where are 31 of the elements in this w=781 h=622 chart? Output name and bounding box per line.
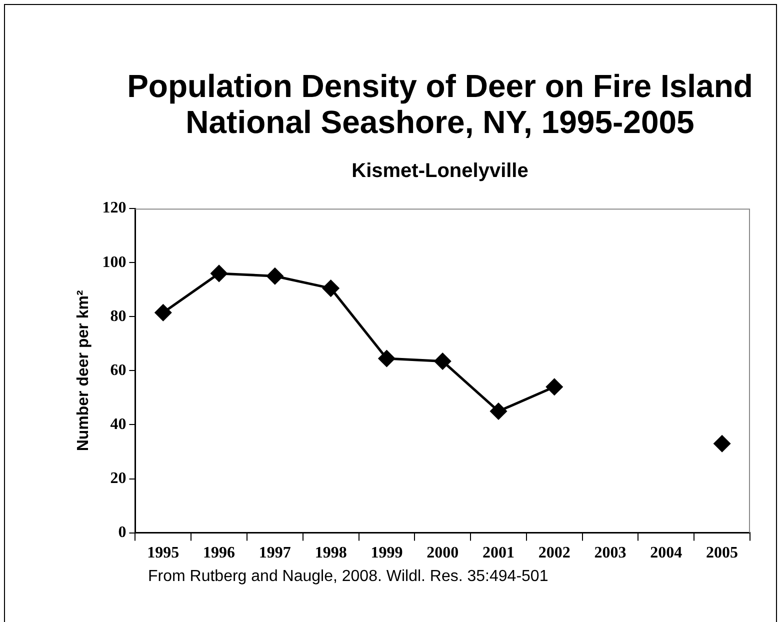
y-tick-label: 40 (110, 416, 126, 433)
chart-title: Population Density of Deer on Fire Island National Seashore, NY, 1995-2005 (126, 68, 754, 140)
point (714, 435, 730, 452)
y-tick-label: 80 (110, 308, 126, 325)
point (322, 280, 340, 297)
x-tick-label: 2001 (482, 544, 514, 562)
point (546, 378, 563, 396)
y-tick-label: 120 (102, 200, 126, 217)
x-tick-label: 1999 (370, 544, 403, 562)
x-tick-label: 2003 (594, 544, 626, 562)
point (490, 402, 507, 420)
point (434, 352, 451, 370)
point (378, 350, 395, 367)
x-tick-label: 2002 (538, 544, 570, 562)
point (154, 304, 172, 321)
text: From Rutberg and Naugle, 2008. Wildl. Res. 35:494-501 (148, 568, 548, 586)
x-tick-label: 1995 (147, 544, 180, 562)
y-axis-title: Number deer per km² (75, 290, 92, 452)
x-tick-label: 1997 (258, 544, 291, 562)
x-tick-label: 1998 (314, 544, 347, 562)
point (210, 265, 228, 282)
y-tick-label: 20 (110, 470, 126, 487)
x-tick-label: 2005 (706, 544, 738, 562)
x-tick-label: 2000 (426, 544, 459, 562)
x-tick-label: 1996 (203, 544, 236, 562)
y-tick-label: 60 (110, 362, 126, 379)
chart-subtitle: Kismet-Lonelyville (350, 160, 530, 183)
y-tick-label: 0 (118, 524, 126, 541)
x-tick-label: 2004 (650, 544, 682, 562)
y-tick-label: 100 (102, 254, 126, 271)
point (266, 268, 284, 284)
